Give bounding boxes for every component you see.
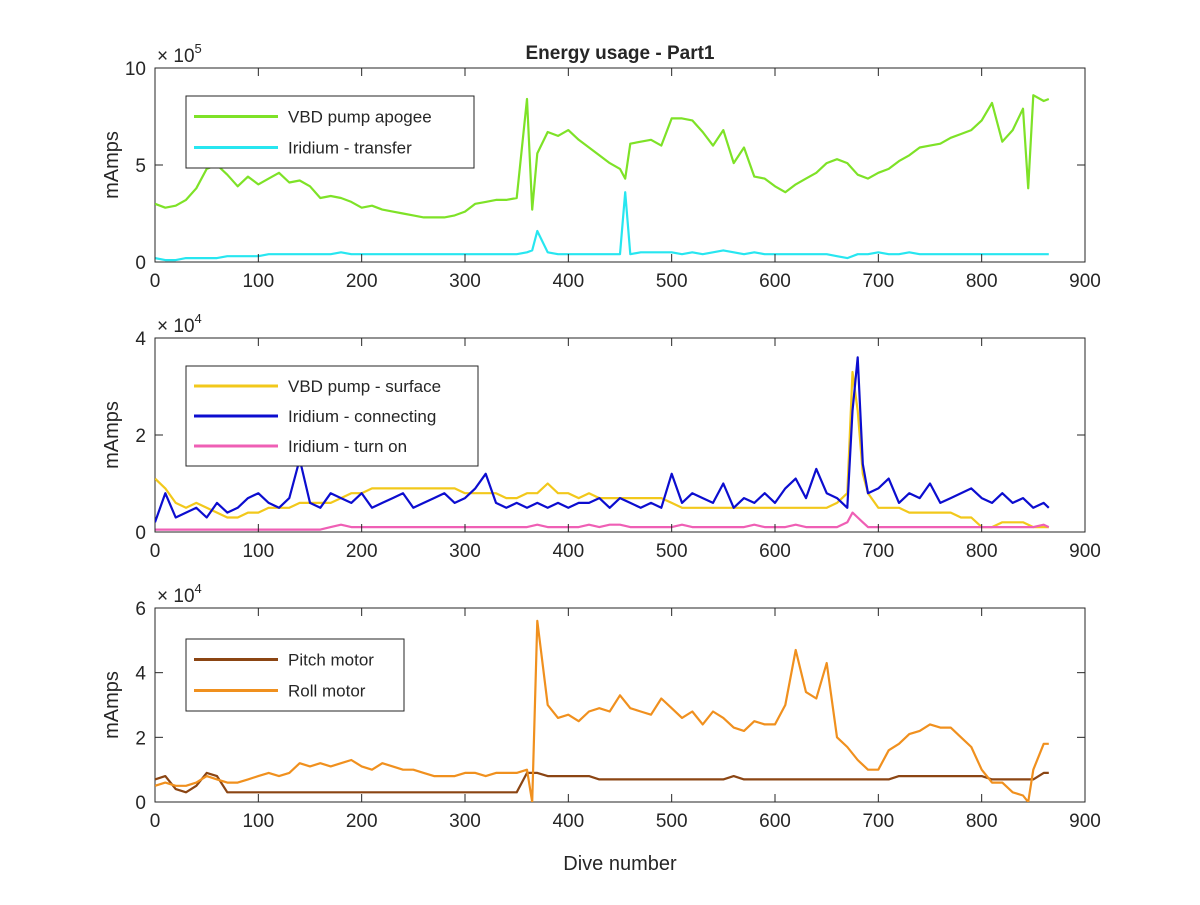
series-line-2: [155, 619, 1049, 802]
y-tick-label: 10: [125, 59, 146, 80]
y-tick-label: 5: [135, 156, 146, 177]
x-tick-label: 900: [1069, 811, 1101, 832]
y-axis-label: mAmps: [101, 401, 123, 469]
y-axis-label: mAmps: [101, 671, 123, 739]
series-line-2: [155, 191, 1049, 262]
y-tick-label: 0: [135, 793, 146, 814]
legend-label: VBD pump apogee: [288, 108, 432, 127]
series-line-1: [155, 94, 1050, 219]
legend-box: [185, 638, 405, 712]
y-axis-label: mAmps: [101, 131, 123, 199]
x-tick-label: 0: [150, 811, 161, 832]
x-tick-label: 0: [150, 541, 161, 562]
series-group: [155, 619, 1049, 802]
x-tick-label: 300: [449, 541, 481, 562]
x-tick-label: 900: [1069, 271, 1101, 292]
x-tick-label: 800: [966, 541, 998, 562]
x-tick-label: 600: [759, 541, 791, 562]
x-tick-label: 700: [862, 541, 894, 562]
x-axis-label: Dive number: [563, 853, 677, 875]
legend-box: [185, 95, 475, 169]
x-tick-label: 700: [862, 271, 894, 292]
legend: Pitch motor Roll motor: [185, 638, 405, 712]
x-tick-label: 300: [449, 271, 481, 292]
legend-label: Iridium - transfer: [288, 139, 412, 158]
x-tick-label: 400: [552, 541, 584, 562]
x-tick-label: 0: [150, 271, 161, 292]
x-tick-label: 100: [242, 811, 274, 832]
legend-label: Iridium - turn on: [288, 437, 407, 456]
y-tick-label: 4: [135, 329, 146, 350]
x-tick-label: 500: [656, 271, 688, 292]
y-tick-label: 4: [135, 664, 146, 685]
y-tick-label: 6: [135, 599, 146, 620]
x-tick-label: 200: [346, 541, 378, 562]
x-tick-label: 800: [966, 811, 998, 832]
x-tick-label: 400: [552, 811, 584, 832]
y-tick-label: 0: [135, 523, 146, 544]
y-exponent-label: × 104: [157, 581, 202, 607]
legend-label: Roll motor: [288, 682, 366, 701]
x-tick-label: 700: [862, 811, 894, 832]
figure-title: Energy usage - Part1: [525, 43, 714, 64]
chart-panel-1: 0 100 200 300 400 500 600 700 800 900 0 5 10 × 105 mAm…: [101, 41, 1101, 292]
chart-panel-3: 0 100 200 300 400 500 600 700 800 900 0 2 4 6 × 104 mAm…: [101, 581, 1101, 832]
legend-label: VBD pump - surface: [288, 377, 441, 396]
x-tick-label: 200: [346, 811, 378, 832]
series-line-3: [155, 511, 1050, 531]
series-group: [155, 356, 1050, 531]
legend-label: Iridium - connecting: [288, 407, 436, 426]
x-tick-label: 500: [656, 811, 688, 832]
x-tick-label: 400: [552, 271, 584, 292]
series-line-2: [155, 356, 1050, 523]
series-line-1: [155, 370, 1049, 529]
x-tick-label: 600: [759, 811, 791, 832]
x-tick-label: 100: [242, 271, 274, 292]
x-tick-label: 900: [1069, 541, 1101, 562]
x-tick-label: 500: [656, 541, 688, 562]
chart-panel-2: 0 100 200 300 400 500 600 700 800 900 0 2 4 × 104 mAmp…: [101, 311, 1101, 562]
legend: VBD pump apogee Iridium - transfer: [185, 95, 475, 169]
legend-label: Pitch motor: [288, 651, 374, 670]
x-tick-label: 600: [759, 271, 791, 292]
y-exponent-label: × 104: [157, 311, 202, 337]
y-exponent-label: × 105: [157, 41, 202, 67]
x-tick-label: 200: [346, 271, 378, 292]
y-tick-label: 0: [135, 253, 146, 274]
x-tick-label: 800: [966, 271, 998, 292]
x-tick-label: 300: [449, 811, 481, 832]
legend: VBD pump - surface Iridium - connecting Ir…: [185, 365, 479, 467]
series-line-1: [155, 771, 1049, 794]
x-tick-label: 100: [242, 541, 274, 562]
y-tick-label: 2: [135, 728, 146, 749]
y-tick-label: 2: [135, 426, 146, 447]
series-group: [155, 94, 1050, 262]
